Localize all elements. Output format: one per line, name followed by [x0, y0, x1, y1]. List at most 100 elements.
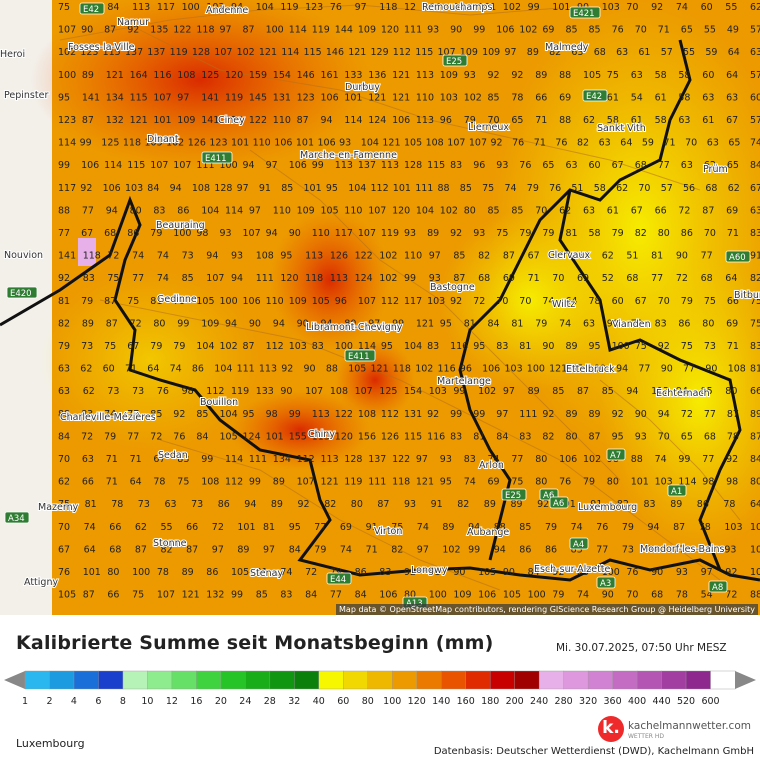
- grid-value: 74: [542, 296, 554, 307]
- grid-value: 85: [150, 409, 162, 420]
- highway-label: E42: [83, 5, 99, 15]
- grid-value: 79: [631, 318, 643, 329]
- grid-value: 62: [704, 160, 716, 171]
- grid-value: 62: [559, 205, 571, 216]
- grid-value: 122: [173, 25, 191, 36]
- grid-value: 72: [305, 567, 317, 578]
- legend-tick-label: 8: [119, 696, 126, 707]
- place-label: Luxembourg: [578, 502, 637, 513]
- grid-value: 123: [209, 138, 227, 149]
- grid-value: 83: [519, 431, 531, 442]
- grid-value: 67: [631, 205, 643, 216]
- grid-value: 88: [58, 205, 70, 216]
- grid-value: 114: [104, 160, 122, 171]
- grid-value: 74: [417, 522, 429, 533]
- grid-value: 87: [135, 544, 147, 555]
- grid-value: 118: [83, 251, 101, 262]
- place-label: Prüm: [703, 164, 728, 175]
- grid-value: 93: [404, 499, 416, 510]
- map-attribution[interactable]: Map data © OpenStreetMap contributors, r…: [336, 604, 758, 615]
- grid-value: 90: [607, 318, 619, 329]
- grid-value: 108: [358, 409, 376, 420]
- grid-value: 92: [725, 567, 737, 578]
- grid-value: 83: [81, 409, 93, 420]
- grid-value: 61: [607, 92, 619, 103]
- grid-value: 112: [371, 183, 389, 194]
- grid-value: 120: [280, 273, 298, 284]
- place-label: Beauraing: [156, 220, 205, 231]
- grid-value: 86: [681, 228, 693, 239]
- highway-shield: [596, 576, 616, 589]
- grid-value: 78: [511, 92, 523, 103]
- grid-value: 85: [602, 386, 614, 397]
- grid-value: 70: [496, 296, 508, 307]
- grid-value: 96: [335, 296, 347, 307]
- grid-value: 121: [259, 47, 277, 58]
- grid-value: 85: [488, 92, 500, 103]
- grid-value: 77: [638, 364, 650, 375]
- grid-value: 61: [607, 205, 619, 216]
- grid-value: 101: [344, 92, 362, 103]
- grid-value: 76: [512, 138, 524, 149]
- grid-value: 102: [379, 251, 397, 262]
- grid-value: 94: [626, 386, 638, 397]
- grid-value: 68: [594, 47, 606, 58]
- place-label: Mondorf-les-Bains: [640, 544, 725, 555]
- grid-value: 118: [379, 2, 397, 13]
- grid-value: 78: [589, 296, 601, 307]
- grid-value: 83: [750, 341, 760, 352]
- legend-tick-label: 60: [337, 696, 350, 707]
- grid-value: 65: [727, 160, 739, 171]
- place-label: Dinant: [147, 134, 179, 145]
- grid-value: 65: [681, 25, 693, 36]
- map-title: Kalibrierte Summe seit Monatsbeginn (mm): [16, 632, 494, 654]
- grid-value: 85: [460, 183, 472, 194]
- grid-value: 57: [750, 70, 760, 81]
- grid-value: 80: [750, 477, 760, 488]
- grid-value: 70: [488, 115, 500, 126]
- grid-value: 51: [626, 251, 638, 262]
- place-label: Clervaux: [548, 250, 590, 261]
- grid-value: 58: [594, 183, 606, 194]
- grid-value: 101: [296, 138, 314, 149]
- grid-value: 84: [750, 160, 760, 171]
- grid-value: 123: [80, 47, 98, 58]
- grid-value: 83: [427, 341, 439, 352]
- grid-value: 117: [651, 386, 669, 397]
- highway-shield: [6, 286, 38, 299]
- grid-value: 70: [626, 2, 638, 13]
- grid-value: 80: [464, 205, 476, 216]
- grid-value: 112: [381, 409, 399, 420]
- grid-value: 68: [704, 431, 716, 442]
- grid-value: 115: [130, 92, 148, 103]
- grid-value: 111: [249, 454, 267, 465]
- grid-value: 58: [655, 115, 667, 126]
- grid-value: 79: [104, 431, 116, 442]
- place-label: Charleville-Mézières: [60, 412, 156, 423]
- kachelmann-logo[interactable]: k. kachelmannwetter.com WETTER HD: [598, 716, 758, 746]
- grid-value: 113: [132, 2, 150, 13]
- legend-swatch: [98, 670, 124, 690]
- place-label: Libramont-Chevigny: [306, 322, 403, 333]
- highway-shield: [582, 89, 608, 102]
- grid-value: 60: [589, 160, 601, 171]
- grid-value: 154: [404, 386, 422, 397]
- grid-value: 102: [464, 92, 482, 103]
- grid-value: 90: [635, 409, 647, 420]
- grid-value: 82: [542, 431, 554, 442]
- grid-value: 121: [368, 92, 386, 103]
- grid-value: 105: [231, 567, 249, 578]
- grid-value: 146: [326, 47, 344, 58]
- legend-tick-label: 320: [579, 696, 598, 707]
- grid-value: 68: [705, 183, 717, 194]
- grid-value: 70: [685, 138, 697, 149]
- grid-value: 83: [429, 567, 441, 578]
- grid-value: 98: [726, 477, 738, 488]
- grid-value: 64: [725, 273, 737, 284]
- highway-label: A1: [671, 487, 682, 497]
- place-label: Martelange: [437, 376, 491, 387]
- precipitation-map[interactable]: 75E4284113117100103941041191237697118129…: [0, 0, 760, 615]
- grid-value: 105: [348, 364, 366, 375]
- grid-value: 74: [157, 251, 169, 262]
- grid-value: 71: [130, 454, 142, 465]
